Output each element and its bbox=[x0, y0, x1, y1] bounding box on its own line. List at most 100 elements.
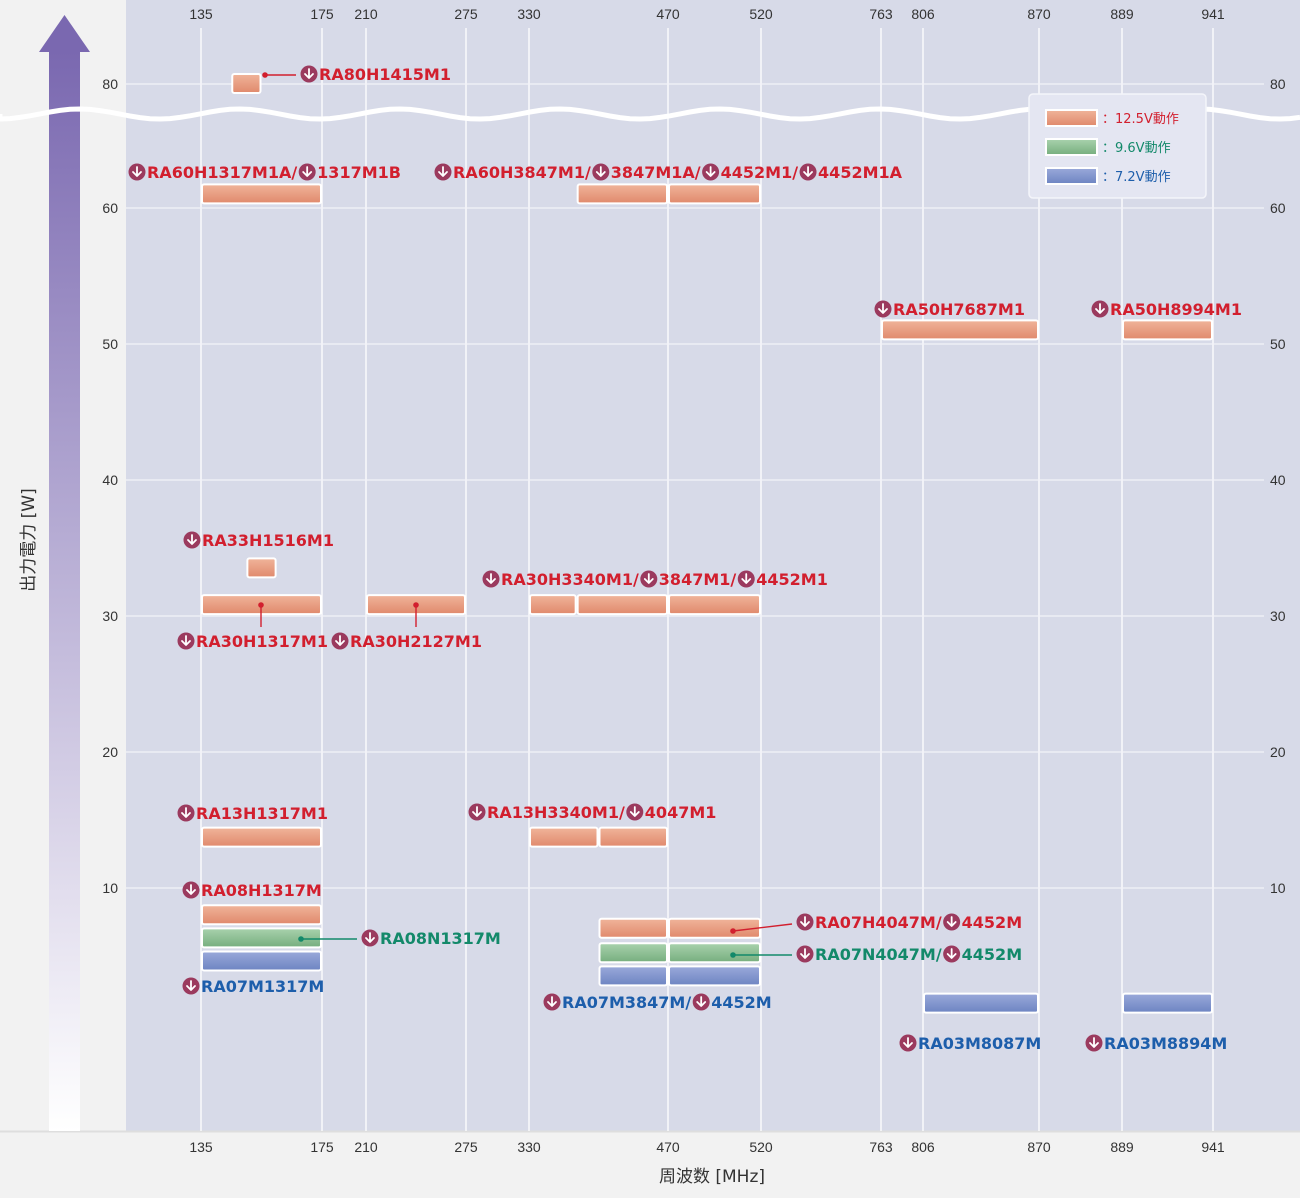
download-circle-icon[interactable] bbox=[737, 570, 755, 588]
product-label[interactable]: RA08N1317M bbox=[361, 929, 501, 948]
product-label[interactable]: RA80H1415M1 bbox=[300, 65, 451, 84]
product-label[interactable]: RA33H1516M1 bbox=[183, 531, 334, 550]
product-label-text[interactable]: 1317M1B bbox=[317, 163, 401, 182]
range-bar-12_5V bbox=[576, 183, 669, 205]
product-label-text[interactable]: RA13H1317M1 bbox=[196, 804, 328, 823]
product-label[interactable]: RA03M8087M bbox=[899, 1034, 1042, 1053]
x-tick-label-top: 135 bbox=[189, 6, 213, 22]
range-bar-12_5V bbox=[201, 904, 322, 926]
product-label[interactable]: RA60H1317M1A/1317M1B bbox=[128, 163, 401, 182]
download-circle-icon[interactable] bbox=[626, 803, 644, 821]
y-tick-label-right: 10 bbox=[1270, 880, 1286, 896]
product-label[interactable]: RA30H3340M1/3847M1/4452M1 bbox=[482, 570, 828, 589]
product-label[interactable]: RA60H3847M1/3847M1A/4452M1/4452M1A bbox=[434, 163, 903, 182]
download-circle-icon[interactable] bbox=[799, 163, 817, 181]
product-label-text[interactable]: 4452M bbox=[962, 945, 1022, 964]
range-bar-12_5V bbox=[201, 183, 322, 205]
range-bar-9_6V bbox=[201, 927, 322, 949]
product-label-text[interactable]: RA50H8994M1 bbox=[1110, 300, 1242, 319]
download-circle-icon[interactable] bbox=[177, 804, 195, 822]
download-circle-icon[interactable] bbox=[183, 531, 201, 549]
range-bar-12_5V bbox=[201, 826, 322, 848]
product-label-text[interactable]: 3847M1/ bbox=[659, 570, 737, 589]
product-label-text[interactable]: 4452M1A bbox=[818, 163, 903, 182]
product-label-text[interactable]: RA08N1317M bbox=[380, 929, 501, 948]
product-label[interactable]: RA50H7687M1 bbox=[874, 300, 1025, 319]
product-label-text[interactable]: 4047M1 bbox=[645, 803, 717, 822]
download-circle-icon[interactable] bbox=[482, 570, 500, 588]
range-bar-7_2V bbox=[201, 950, 322, 972]
product-label[interactable]: RA50H8994M1 bbox=[1091, 300, 1242, 319]
x-tick-label-top: 275 bbox=[454, 6, 478, 22]
product-label-text[interactable]: 3847M1A/ bbox=[611, 163, 701, 182]
download-circle-icon[interactable] bbox=[899, 1034, 917, 1052]
product-label-text[interactable]: RA07M1317M bbox=[201, 977, 324, 996]
download-circle-icon[interactable] bbox=[692, 993, 710, 1011]
download-circle-icon[interactable] bbox=[640, 570, 658, 588]
power-arrow-shaft bbox=[49, 50, 80, 1131]
x-tick-label: 806 bbox=[911, 1139, 935, 1155]
download-circle-icon[interactable] bbox=[468, 803, 486, 821]
download-circle-icon[interactable] bbox=[128, 163, 146, 181]
product-label-text[interactable]: RA03M8894M bbox=[1104, 1034, 1227, 1053]
x-tick-label-top: 470 bbox=[656, 6, 680, 22]
product-label-text[interactable]: 4452M1/ bbox=[721, 163, 799, 182]
download-circle-icon[interactable] bbox=[434, 163, 452, 181]
product-label-text[interactable]: RA60H3847M1/ bbox=[453, 163, 591, 182]
download-circle-icon[interactable] bbox=[543, 993, 561, 1011]
product-label-text[interactable]: RA07M3847M/ bbox=[562, 993, 691, 1012]
x-tick-label: 135 bbox=[189, 1139, 213, 1155]
download-circle-icon[interactable] bbox=[331, 632, 349, 650]
product-label-text[interactable]: RA50H7687M1 bbox=[893, 300, 1025, 319]
x-tick-label: 889 bbox=[1110, 1139, 1134, 1155]
product-label-text[interactable]: RA07H4047M/ bbox=[815, 913, 942, 932]
product-label[interactable]: RA07M1317M bbox=[182, 977, 325, 996]
x-tick-label-top: 870 bbox=[1027, 6, 1051, 22]
download-circle-icon[interactable] bbox=[361, 929, 379, 947]
product-label-text[interactable]: RA08H1317M bbox=[201, 881, 322, 900]
product-label-text[interactable]: RA03M8087M bbox=[918, 1034, 1041, 1053]
download-circle-icon[interactable] bbox=[1091, 300, 1109, 318]
product-label-text[interactable]: RA60H1317M1A/ bbox=[147, 163, 297, 182]
product-label-text[interactable]: RA30H3340M1/ bbox=[501, 570, 639, 589]
product-label-text[interactable]: RA80H1415M1 bbox=[319, 65, 451, 84]
product-label[interactable]: RA13H1317M1 bbox=[177, 804, 328, 823]
product-label[interactable]: RA30H2127M1 bbox=[331, 632, 482, 651]
download-circle-icon[interactable] bbox=[300, 65, 318, 83]
download-circle-icon[interactable] bbox=[298, 163, 316, 181]
product-label-text[interactable]: RA30H1317M1 bbox=[196, 632, 328, 651]
product-label-text[interactable]: RA13H3340M1/ bbox=[487, 803, 625, 822]
product-label[interactable]: RA07H4047M/4452M bbox=[796, 913, 1023, 932]
product-label-text[interactable]: 4452M1 bbox=[756, 570, 828, 589]
download-circle-icon[interactable] bbox=[702, 163, 720, 181]
download-circle-icon[interactable] bbox=[796, 913, 814, 931]
download-circle-icon[interactable] bbox=[796, 945, 814, 963]
product-label-text[interactable]: RA07N4047M/ bbox=[815, 945, 942, 964]
product-label[interactable]: RA08H1317M bbox=[182, 881, 322, 900]
range-bar-12_5V bbox=[668, 183, 761, 205]
download-circle-icon[interactable] bbox=[874, 300, 892, 318]
product-label[interactable]: RA07M3847M/4452M bbox=[543, 993, 772, 1012]
download-circle-icon[interactable] bbox=[177, 632, 195, 650]
product-label[interactable]: RA13H3340M1/4047M1 bbox=[468, 803, 717, 822]
product-label[interactable]: RA03M8894M bbox=[1085, 1034, 1228, 1053]
download-circle-icon[interactable] bbox=[1085, 1034, 1103, 1052]
x-tick-label: 275 bbox=[454, 1139, 478, 1155]
download-circle-icon[interactable] bbox=[592, 163, 610, 181]
download-circle-icon[interactable] bbox=[943, 913, 961, 931]
y-tick-label-right: 60 bbox=[1270, 200, 1286, 216]
product-label-text[interactable]: 4452M bbox=[711, 993, 771, 1012]
legend-label: ：12.5V動作 bbox=[1102, 112, 1179, 127]
range-bar-12_5V bbox=[668, 594, 761, 616]
product-label[interactable]: RA30H1317M1 bbox=[177, 632, 328, 651]
download-circle-icon[interactable] bbox=[943, 945, 961, 963]
legend-swatch bbox=[1045, 138, 1098, 156]
x-tick-label: 763 bbox=[869, 1139, 893, 1155]
y-tick-label: 60 bbox=[102, 200, 118, 216]
product-label[interactable]: RA07N4047M/4452M bbox=[796, 945, 1023, 964]
product-label-text[interactable]: RA33H1516M1 bbox=[202, 531, 334, 550]
product-label-text[interactable]: RA30H2127M1 bbox=[350, 632, 482, 651]
product-label-text[interactable]: 4452M bbox=[962, 913, 1022, 932]
download-circle-icon[interactable] bbox=[182, 881, 200, 899]
download-circle-icon[interactable] bbox=[182, 977, 200, 995]
